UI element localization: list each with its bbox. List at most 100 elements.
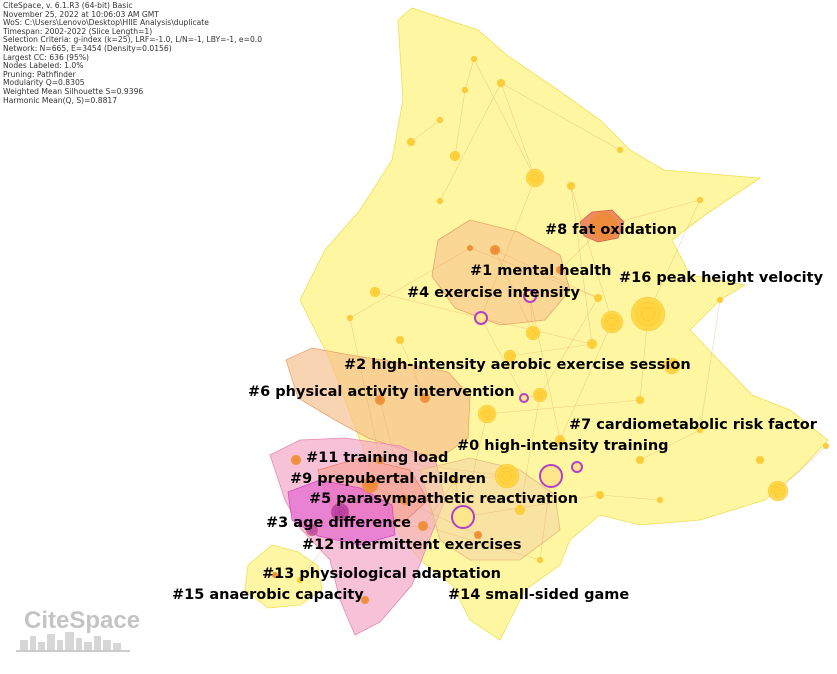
- citation-link: [500, 82, 536, 179]
- citation-node: [483, 410, 491, 418]
- citation-link: [519, 394, 541, 511]
- citation-node-burst: [519, 393, 529, 403]
- citation-link: [349, 317, 381, 461]
- citespace-logo-text: CiteSpace: [24, 607, 140, 634]
- citation-node: [517, 507, 523, 513]
- citation-link: [777, 445, 827, 492]
- citespace-logo: CiteSpace: [16, 607, 140, 652]
- citation-node: [718, 298, 722, 302]
- citation-link: [639, 429, 701, 461]
- cluster-label-1: #1 mental health: [470, 263, 611, 279]
- citation-link: [379, 459, 508, 477]
- cluster-label-11: #11 training load: [306, 450, 448, 466]
- info-line: Harmonic Mean(Q, S)=0.8817: [3, 95, 118, 105]
- citation-node: [398, 338, 402, 342]
- citation-node: [668, 362, 676, 370]
- citation-node: [640, 306, 656, 322]
- citation-node: [363, 598, 367, 602]
- info-line: Nodes Labeled: 1.0%: [3, 61, 84, 71]
- citation-node: [468, 246, 472, 250]
- cluster-labels: #8 fat oxidation #1 mental health #16 pe…: [172, 222, 824, 603]
- cluster-label-3: #3 age difference: [266, 515, 411, 531]
- cluster-label-14: #14 small-sided game: [448, 587, 629, 603]
- citation-link: [603, 199, 701, 227]
- citation-node-burst: [571, 461, 583, 473]
- citation-node: [658, 498, 662, 502]
- citation-node: [824, 444, 828, 448]
- citation-node: [298, 578, 302, 582]
- citation-link: [559, 321, 613, 441]
- citation-node: [420, 523, 426, 529]
- citation-link: [599, 494, 661, 501]
- citation-link: [399, 339, 426, 399]
- citation-link: [494, 249, 599, 299]
- citation-node: [472, 57, 476, 61]
- citation-node: [758, 458, 762, 462]
- info-line: Largest CC: 636 (95%): [3, 52, 90, 62]
- citation-link: [480, 177, 536, 319]
- citation-node-burst: [523, 289, 537, 303]
- citation-link: [462, 494, 601, 518]
- citation-link: [500, 82, 621, 151]
- citation-nodes: [271, 55, 830, 605]
- citation-node-burst: [539, 464, 563, 488]
- citation-node: [529, 329, 537, 337]
- citation-node: [536, 391, 544, 399]
- info-line: CiteSpace, v. 6.1.R3 (64-bit) Basic: [3, 1, 133, 10]
- cluster-label-4: #4 exercise intensity: [407, 285, 580, 301]
- info-line: Timespan: 2002-2022 (Slice Length=1): [3, 26, 153, 36]
- citation-node: [557, 437, 563, 443]
- citation-node: [409, 140, 413, 144]
- citation-node: [598, 493, 602, 497]
- citation-link: [439, 82, 502, 202]
- citation-node: [422, 395, 428, 401]
- citation-node: [558, 268, 562, 272]
- citation-links: [299, 58, 827, 581]
- citation-node: [372, 289, 378, 295]
- citation-node: [476, 533, 480, 537]
- citation-link: [311, 525, 424, 531]
- info-line: Selection Criteria: g-index (k=25), LRF=…: [3, 35, 263, 45]
- info-line: Weighted Mean Silhouette S=0.9396: [3, 86, 144, 96]
- citation-node: [336, 508, 344, 516]
- citation-link: [539, 475, 552, 561]
- info-line: Network: N=665, E=3454 (Density=0.0156): [3, 43, 172, 53]
- cluster-label-6: #6 physical activity intervention: [248, 384, 515, 400]
- info-line: Modularity Q=0.8305: [3, 78, 85, 88]
- citation-link: [422, 525, 541, 561]
- citation-node: [638, 458, 642, 462]
- citation-node: [492, 247, 498, 253]
- citation-link: [480, 317, 525, 399]
- cluster-label-9: #9 prepubertal children: [290, 471, 486, 487]
- citation-link: [299, 484, 371, 581]
- citation-node: [638, 398, 642, 402]
- citation-node: [378, 458, 382, 462]
- citation-node-burst: [474, 311, 488, 325]
- citation-link: [374, 291, 482, 319]
- citation-node: [598, 220, 610, 232]
- citation-link: [379, 459, 456, 481]
- citation-node: [366, 481, 374, 489]
- citation-link: [509, 343, 593, 357]
- citation-node: [273, 573, 277, 577]
- citation-node: [698, 428, 702, 432]
- citation-node: [402, 497, 408, 503]
- citation-link: [473, 58, 536, 179]
- citation-node: [309, 527, 315, 533]
- citation-node: [589, 341, 595, 347]
- info-line: Pruning: Pathfinder: [3, 69, 76, 79]
- citation-node: [377, 397, 383, 403]
- cluster-label-2: #2 high-intensity aerobic exercise sessi…: [344, 357, 691, 373]
- citation-link: [570, 185, 613, 323]
- cluster-label-16: #16 peak height velocity: [619, 270, 824, 286]
- cluster-region-yellow-left: [244, 544, 323, 609]
- citation-link: [494, 249, 534, 334]
- cluster-label-8: #8 fat oxidation: [545, 222, 677, 238]
- citation-node: [501, 470, 513, 482]
- citation-node: [507, 353, 513, 359]
- citation-node: [293, 457, 299, 463]
- cluster-label-7: #7 cardiometabolic risk factor: [569, 417, 818, 433]
- info-line: WoS: C:\Users\Lenovo\Desktop\HIIE Analys…: [3, 18, 209, 28]
